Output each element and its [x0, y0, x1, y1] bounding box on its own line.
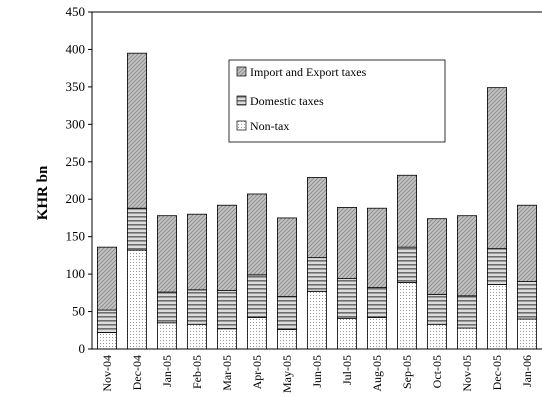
y-tick-label: 450 [66, 4, 86, 19]
bar-segment-domestic [156, 291, 177, 324]
x-tick-label: Sep-05 [400, 355, 414, 389]
bar-segment-nontax [186, 323, 207, 350]
y-tick-label: 100 [66, 266, 86, 281]
bar-segment-nontax [396, 281, 417, 350]
y-tick-label: 0 [79, 341, 86, 356]
x-tick-label: Oct-05 [430, 355, 444, 388]
x-tick-label: Jun-05 [310, 355, 324, 388]
bar-segment-nontax [366, 317, 387, 350]
bar-segment-nontax [517, 318, 538, 350]
bar-segment-import [216, 204, 237, 291]
legend-label-import: Import and Export taxes [250, 65, 367, 79]
bar-segment-domestic [216, 290, 237, 330]
bar-segment-import [246, 193, 267, 276]
bar-segment-nontax [97, 332, 118, 350]
x-tick-label: Mar-05 [220, 355, 234, 391]
bar-segment-domestic [366, 287, 387, 318]
bar-segment-import [186, 213, 207, 291]
bar-segment-import [156, 215, 177, 293]
bar-segment-domestic [396, 246, 417, 283]
bar-segment-import [276, 217, 297, 297]
x-tick-label: Dec-05 [490, 355, 504, 390]
bar-segment-import [127, 52, 148, 209]
x-tick-label: May-05 [280, 355, 294, 393]
bar-segment-domestic [127, 207, 148, 251]
y-tick-label: 300 [66, 116, 86, 131]
bar-segment-nontax [127, 249, 148, 350]
x-axis: Nov-04 Dec-04 Jan-05 Feb-05 Mar-05 Apr-05 May-… [92, 348, 542, 393]
legend-swatch-import [236, 66, 247, 77]
bar-segment-nontax [306, 290, 327, 350]
bar-segment-nontax [456, 327, 477, 350]
bar-segment-nontax [216, 328, 237, 350]
x-tick-label: Jan-06 [520, 355, 534, 387]
y-tick-label: 400 [66, 41, 86, 56]
bar-segment-nontax [486, 284, 507, 350]
y-tick-label: 50 [72, 304, 85, 319]
bar-segment-domestic [246, 274, 267, 318]
x-tick-label: Jul-05 [340, 355, 354, 385]
x-tick-label: Feb-05 [190, 355, 204, 389]
legend-label-nontax: Non-tax [250, 119, 289, 133]
x-tick-label: Aug-05 [370, 355, 384, 392]
bar-segment-domestic [517, 281, 538, 320]
bar-segment-import [97, 246, 118, 311]
bar-segment-nontax [276, 329, 297, 350]
bar-segment-import [456, 215, 477, 297]
legend: Import and Export taxes Domestic taxes N… [228, 59, 446, 143]
bar-segment-domestic [426, 293, 447, 325]
bar-segment-import [336, 207, 357, 280]
legend-swatch-domestic [236, 95, 247, 106]
bar-segment-nontax [246, 317, 267, 350]
legend-box [228, 59, 446, 143]
bar-segment-import [306, 177, 327, 259]
bar-segment-domestic [276, 296, 297, 330]
bar-segment-domestic [456, 295, 477, 329]
bar-segment-domestic [486, 248, 507, 285]
bar-segment-nontax [336, 317, 357, 350]
y-axis: 0 50 100 150 200 250 300 350 400 450 [66, 4, 542, 356]
y-tick-label: 350 [66, 79, 86, 94]
y-tick-label: 150 [66, 229, 86, 244]
bar-segment-import [486, 87, 507, 250]
x-tick-label: Nov-04 [100, 355, 114, 392]
bar-segment-nontax [426, 323, 447, 350]
bar-segment-domestic [186, 289, 207, 325]
bar-segment-domestic [306, 257, 327, 292]
bar-segment-import [396, 174, 417, 248]
bar-segment-import [366, 207, 387, 288]
bar-segment-import [426, 218, 447, 295]
x-tick-label: Nov-05 [460, 355, 474, 392]
legend-label-domestic: Domestic taxes [250, 94, 324, 108]
x-tick-label: Dec-04 [130, 355, 144, 390]
x-tick-label: Jan-05 [160, 355, 174, 387]
bar-segment-nontax [156, 322, 177, 350]
y-axis-label: KHR bn [35, 165, 51, 220]
bar-segment-import [517, 204, 538, 282]
legend-swatch-nontax [236, 120, 247, 131]
bar-segment-domestic [336, 278, 357, 319]
bar-segment-domestic [97, 309, 118, 333]
y-tick-label: 200 [66, 191, 86, 206]
y-tick-label: 250 [66, 154, 86, 169]
x-tick-label: Apr-05 [250, 355, 264, 389]
bars [97, 52, 538, 350]
